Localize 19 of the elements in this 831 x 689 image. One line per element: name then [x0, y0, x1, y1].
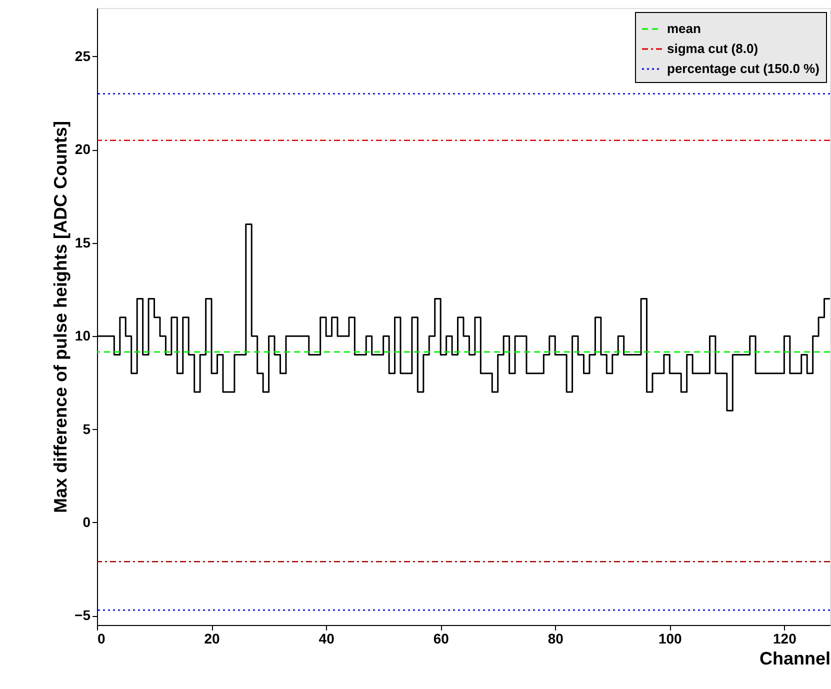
x-tick-label: 100	[658, 630, 682, 646]
legend-label: mean	[667, 21, 702, 36]
legend-label: percentage cut (150.0 %)	[667, 61, 820, 76]
y-tick-label: 0	[82, 514, 91, 530]
x-axis-title: Channel	[759, 648, 830, 668]
x-tick-label: 120	[773, 630, 797, 646]
y-tick-label: 15	[74, 234, 91, 250]
y-tick-label: 5	[82, 420, 91, 437]
x-tick-label: 40	[318, 630, 335, 646]
y-tick-label: 20	[74, 141, 91, 158]
x-tick-label: 60	[433, 630, 450, 646]
x-tick-label: 20	[204, 630, 220, 646]
x-tick-label: 0	[98, 630, 106, 646]
y-tick-label: 10	[74, 328, 91, 344]
y-axis-title: Max difference of pulse heights [ADC Counts]	[50, 120, 71, 514]
y-tick-label: 25	[74, 48, 91, 64]
x-tick-label: 80	[548, 630, 564, 646]
legend-label: sigma cut (8.0)	[667, 41, 758, 56]
y-tick-label: −5	[74, 607, 91, 624]
